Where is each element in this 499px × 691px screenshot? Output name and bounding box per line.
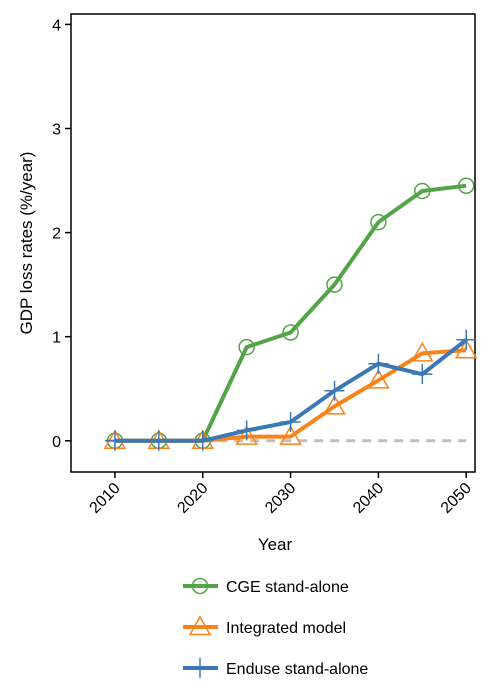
- data-point: [324, 380, 345, 401]
- series-line: [114, 183, 467, 443]
- data-point: [370, 213, 387, 231]
- plot-frame: [70, 13, 476, 473]
- x-tick-2020: 2020: [174, 472, 212, 517]
- axes-box: [70, 13, 476, 473]
- x-tick-label: 2020: [174, 480, 211, 517]
- x-tick-label: 2010: [87, 480, 124, 517]
- y-tick-1: 1: [52, 330, 71, 347]
- data-point: [238, 338, 255, 356]
- y-tick-0: 0: [52, 434, 71, 451]
- series-3: [104, 329, 477, 451]
- legend-marker: [188, 615, 212, 636]
- x-axis-label: Year: [258, 535, 293, 554]
- x-axis-ticks: 2010 2020 2030 2040 2050: [87, 472, 475, 517]
- y-tick-label: 1: [52, 330, 61, 347]
- data-point: [412, 364, 433, 385]
- data-point: [192, 430, 213, 451]
- legend-marker: [191, 577, 209, 595]
- y-tick-3: 3: [52, 122, 71, 139]
- legend-item-2: Integrated model: [183, 615, 346, 637]
- data-point: [414, 182, 431, 200]
- series-layer: [103, 177, 478, 451]
- x-tick-2050: 2050: [438, 472, 475, 517]
- x-tick-2010: 2010: [87, 472, 124, 517]
- data-point: [456, 329, 477, 350]
- data-point: [280, 412, 301, 433]
- x-tick-2030: 2030: [262, 472, 299, 517]
- y-tick-label: 2: [52, 226, 61, 243]
- data-point: [236, 420, 257, 441]
- x-tick-label: 2040: [350, 480, 387, 517]
- legend-item-1: CGE stand-alone: [183, 577, 349, 596]
- y-axis-ticks: 0 1 2 3 4: [52, 17, 71, 451]
- data-point: [326, 276, 343, 293]
- legend-marker: [190, 658, 210, 678]
- x-tick-2040: 2040: [350, 472, 387, 517]
- y-tick-2: 2: [52, 226, 71, 243]
- y-axis-label: GDP loss rates (%/year): [17, 152, 36, 335]
- data-point: [282, 324, 299, 341]
- legend-label: Enduse stand-alone: [226, 661, 368, 678]
- x-tick-label: 2030: [262, 480, 299, 517]
- data-point: [368, 353, 389, 374]
- series-2: [103, 338, 478, 450]
- data-point: [104, 430, 125, 451]
- legend-label: CGE stand-alone: [226, 579, 349, 596]
- series-1: [106, 177, 475, 450]
- data-point: [235, 425, 258, 445]
- y-tick-label: 4: [52, 17, 61, 34]
- data-point: [454, 338, 478, 359]
- data-point: [323, 394, 346, 415]
- data-point: [411, 341, 434, 362]
- data-point: [279, 425, 302, 445]
- legend: CGE stand-alone Integrated model Enduse st…: [183, 577, 368, 678]
- y-tick-4: 4: [52, 17, 71, 34]
- data-point: [148, 430, 169, 451]
- legend-item-3: Enduse stand-alone: [183, 658, 368, 678]
- data-point: [457, 177, 475, 194]
- legend-label: Integrated model: [226, 620, 346, 637]
- data-point: [367, 368, 390, 389]
- y-tick-label: 0: [52, 434, 61, 451]
- y-tick-label: 3: [52, 122, 61, 139]
- x-tick-label: 2050: [438, 480, 475, 517]
